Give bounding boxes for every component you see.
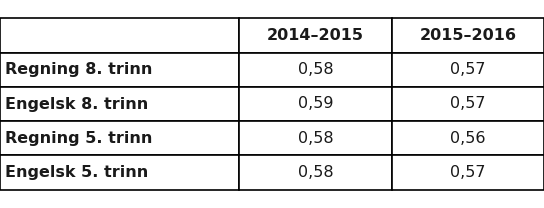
Bar (392, 121, 544, 155)
Bar (392, 52, 544, 87)
Bar (0, 52, 239, 87)
Text: 0,59: 0,59 (298, 97, 333, 111)
Bar (0, 18, 239, 52)
Text: 0,58: 0,58 (298, 165, 333, 180)
Bar (239, 121, 392, 155)
Text: Regning 8. trinn: Regning 8. trinn (5, 62, 153, 77)
Text: Engelsk 5. trinn: Engelsk 5. trinn (5, 165, 149, 180)
Text: 2015–2016: 2015–2016 (419, 28, 516, 43)
Bar (0, 155, 239, 190)
Text: 0,58: 0,58 (298, 131, 333, 146)
Bar (239, 87, 392, 121)
Text: 0,57: 0,57 (450, 97, 486, 111)
Bar (392, 18, 544, 52)
Bar (239, 18, 392, 52)
Bar (0, 87, 239, 121)
Text: 0,57: 0,57 (450, 62, 486, 77)
Text: Engelsk 8. trinn: Engelsk 8. trinn (5, 97, 149, 111)
Text: 0,58: 0,58 (298, 62, 333, 77)
Bar (239, 155, 392, 190)
Bar (392, 87, 544, 121)
Text: 0,57: 0,57 (450, 165, 486, 180)
Text: 0,56: 0,56 (450, 131, 486, 146)
Text: Regning 5. trinn: Regning 5. trinn (5, 131, 153, 146)
Bar (239, 52, 392, 87)
Text: 2014–2015: 2014–2015 (267, 28, 364, 43)
Bar (0, 121, 239, 155)
Bar (392, 155, 544, 190)
